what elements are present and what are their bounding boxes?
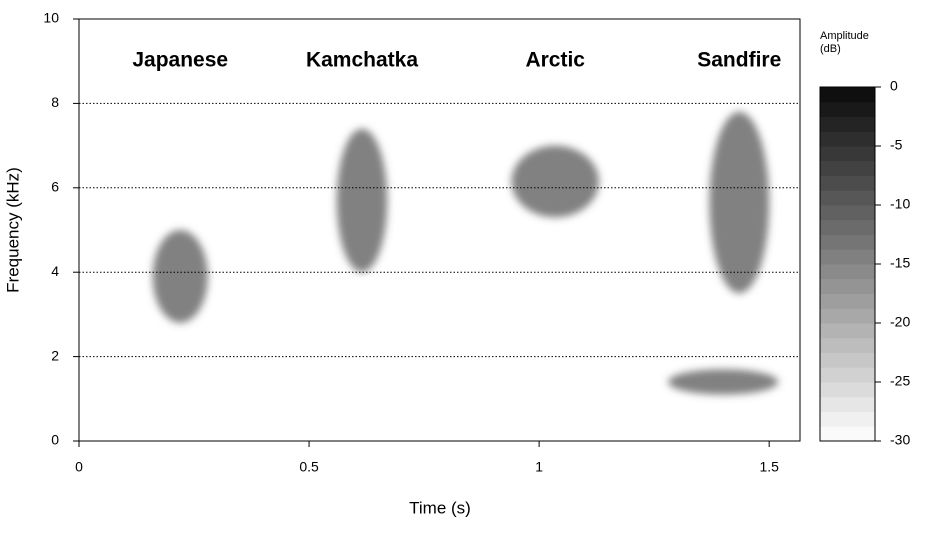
colorbar-step bbox=[820, 352, 875, 368]
colorbar-title: (dB) bbox=[820, 43, 841, 55]
colorbar-step bbox=[820, 87, 875, 103]
y-axis-title: Frequency (kHz) bbox=[3, 167, 22, 293]
colorbar-step bbox=[820, 116, 875, 132]
colorbar-step bbox=[820, 308, 875, 324]
colorbar-step bbox=[820, 219, 875, 235]
spectrogram-layer bbox=[152, 111, 779, 395]
x-tick-label: 0 bbox=[75, 459, 83, 475]
y-tick-label: 6 bbox=[51, 179, 59, 195]
x-tick-label: 1.5 bbox=[759, 459, 779, 475]
colorbar-step bbox=[820, 293, 875, 309]
colorbar-tick-label: -30 bbox=[890, 432, 910, 448]
call-label: Japanese bbox=[132, 49, 228, 72]
y-tick-label: 4 bbox=[51, 263, 59, 279]
call-energy bbox=[336, 128, 388, 273]
colorbar-step bbox=[820, 234, 875, 250]
colorbar-step bbox=[820, 101, 875, 117]
x-axis-title: Time (s) bbox=[409, 498, 471, 517]
colorbar-step bbox=[820, 190, 875, 206]
colorbar-tick-label: -10 bbox=[890, 196, 910, 212]
call-label: Sandfire bbox=[697, 49, 781, 72]
x-tick-label: 1 bbox=[535, 459, 543, 475]
colorbar-title: Amplitude bbox=[820, 30, 869, 42]
colorbar-step bbox=[820, 426, 875, 442]
colorbar-tick-label: 0 bbox=[890, 78, 898, 94]
colorbar-step bbox=[820, 323, 875, 339]
colorbar-step bbox=[820, 131, 875, 147]
call-energy bbox=[667, 369, 779, 395]
plot-frame bbox=[78, 18, 801, 442]
colorbar-step bbox=[820, 146, 875, 162]
x-tick-label: 0.5 bbox=[299, 459, 319, 475]
call-energy bbox=[152, 230, 208, 323]
y-tick-label: 10 bbox=[43, 10, 59, 26]
colorbar-tick-label: -15 bbox=[890, 255, 910, 271]
y-tick-label: 2 bbox=[51, 347, 59, 363]
y-tick-label: 0 bbox=[51, 432, 59, 448]
colorbar-tick-label: -5 bbox=[890, 137, 903, 153]
colorbar-step bbox=[820, 249, 875, 265]
colorbar-step bbox=[820, 205, 875, 221]
call-energy bbox=[709, 111, 770, 294]
colorbar-tick-label: -20 bbox=[890, 314, 910, 330]
colorbar-step bbox=[820, 175, 875, 191]
y-tick-label: 8 bbox=[51, 94, 59, 110]
colorbar-step bbox=[820, 382, 875, 398]
call-label: Kamchatka bbox=[306, 49, 418, 72]
colorbar-step bbox=[820, 278, 875, 294]
colorbar-tick-label: -25 bbox=[890, 373, 910, 389]
call-energy bbox=[511, 145, 599, 218]
colorbar-step bbox=[820, 396, 875, 412]
colorbar-step bbox=[820, 367, 875, 383]
colorbar-step bbox=[820, 160, 875, 176]
colorbar-step bbox=[820, 264, 875, 280]
call-label: Arctic bbox=[525, 49, 585, 72]
colorbar-step bbox=[820, 337, 875, 353]
colorbar-step bbox=[820, 411, 875, 427]
